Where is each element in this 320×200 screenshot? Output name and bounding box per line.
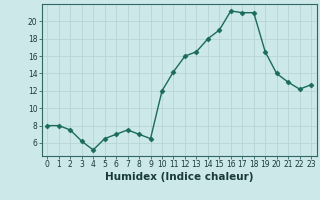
X-axis label: Humidex (Indice chaleur): Humidex (Indice chaleur) xyxy=(105,172,253,182)
